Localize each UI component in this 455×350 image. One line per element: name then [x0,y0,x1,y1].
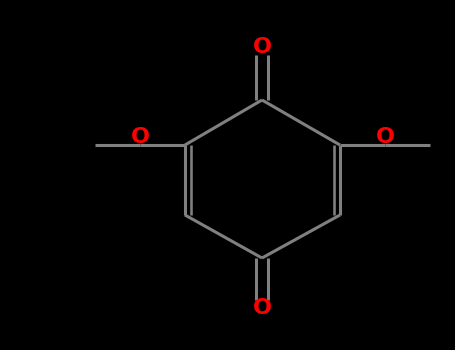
Text: O: O [253,37,272,57]
Text: O: O [131,127,150,147]
Text: O: O [253,298,272,318]
Text: O: O [375,127,394,147]
